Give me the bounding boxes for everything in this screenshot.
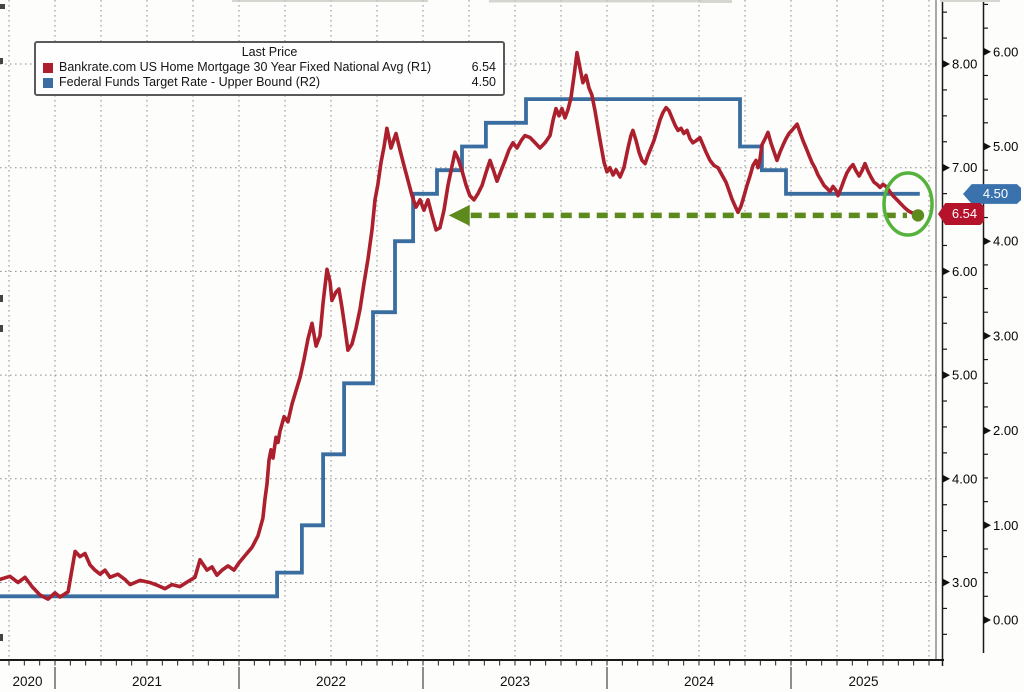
mortgage-price-tag: 6.54 xyxy=(938,202,984,226)
r2-tick-label-4.00: 4.00 xyxy=(993,234,1018,249)
cropped-title-fragment xyxy=(489,0,701,3)
year-label-2024: 2024 xyxy=(684,674,715,689)
r1-tick-arrow-icon xyxy=(942,474,950,483)
r2-tick-arrow-icon xyxy=(983,237,991,246)
cropped-title-fragment xyxy=(700,0,732,3)
r2-tick-label-0.00: 0.00 xyxy=(993,613,1018,628)
year-label-2021: 2021 xyxy=(132,674,162,689)
cropped-left-tick xyxy=(0,4,5,9)
legend-title: Last Price xyxy=(241,45,298,59)
r1-tick-arrow-icon xyxy=(942,163,950,172)
fed-funds-series-label: Federal Funds Target Rate - Upper Bound … xyxy=(59,75,321,89)
r1-tick-label-6.00: 6.00 xyxy=(952,264,977,279)
year-label-2025: 2025 xyxy=(848,674,878,689)
r1-tick-label-8.00: 8.00 xyxy=(952,57,977,72)
r2-tick-label-3.00: 3.00 xyxy=(993,328,1018,343)
cropped-title-fragment xyxy=(232,0,428,2)
r1-tick-arrow-icon xyxy=(942,267,950,276)
fed-funds-series-swatch xyxy=(43,77,53,88)
r2-tick-arrow-icon xyxy=(983,47,991,56)
cropped-left-tick xyxy=(0,58,3,64)
cropped-left-tick xyxy=(0,325,3,332)
year-label-2020: 2020 xyxy=(12,674,42,689)
r2-tick-arrow-icon xyxy=(983,331,991,340)
r2-tick-label-6.00: 6.00 xyxy=(993,44,1018,59)
highlight-circle xyxy=(882,171,934,237)
cropped-left-tick xyxy=(0,634,3,641)
r1-tick-label-3.00: 3.00 xyxy=(952,575,977,590)
legend-row-mortgage: Bankrate.com US Home Mortgage 30 Year Fi… xyxy=(43,60,496,75)
r1-tick-label-4.00: 4.00 xyxy=(952,471,977,486)
r1-tick-arrow-icon xyxy=(942,60,950,68)
legend-row-fed-funds: Federal Funds Target Rate - Upper Bound … xyxy=(43,75,496,90)
fed-funds-price-tag: 4.50 xyxy=(963,184,1021,204)
r1-tick-arrow-icon xyxy=(942,578,950,587)
mortgage-series-label: Bankrate.com US Home Mortgage 30 Year Fi… xyxy=(59,60,432,74)
fed-funds-line xyxy=(0,97,920,599)
trend-arrow-endpoint-dot xyxy=(911,209,925,222)
r2-tick-label-2.00: 2.00 xyxy=(993,423,1018,438)
r2-tick-arrow-icon xyxy=(983,426,991,435)
r2-tick-label-5.00: 5.00 xyxy=(993,139,1018,154)
mortgage-last-price: 6.54 xyxy=(471,60,496,74)
r1-tick-label-7.00: 7.00 xyxy=(952,160,977,175)
year-label-2023: 2023 xyxy=(500,674,530,689)
cropped-left-tick xyxy=(0,295,3,302)
r1-tick-label-5.00: 5.00 xyxy=(952,368,977,383)
cropped-title-fragment xyxy=(940,0,1000,2)
trend-arrow-head-icon xyxy=(448,204,470,226)
r1-tick-arrow-icon xyxy=(942,371,950,380)
r2-tick-arrow-icon xyxy=(983,142,991,151)
fed-funds-last-price: 4.50 xyxy=(471,75,496,89)
mortgage-series-swatch xyxy=(43,62,53,73)
year-label-2022: 2022 xyxy=(316,674,346,689)
r2-tick-arrow-icon xyxy=(983,521,991,530)
legend: Last Price Bankrate.com US Home Mortgage… xyxy=(34,41,505,96)
mortgage-rate-line xyxy=(0,50,920,601)
r2-tick-arrow-icon xyxy=(983,616,991,624)
r2-tick-label-1.00: 1.00 xyxy=(993,518,1018,533)
